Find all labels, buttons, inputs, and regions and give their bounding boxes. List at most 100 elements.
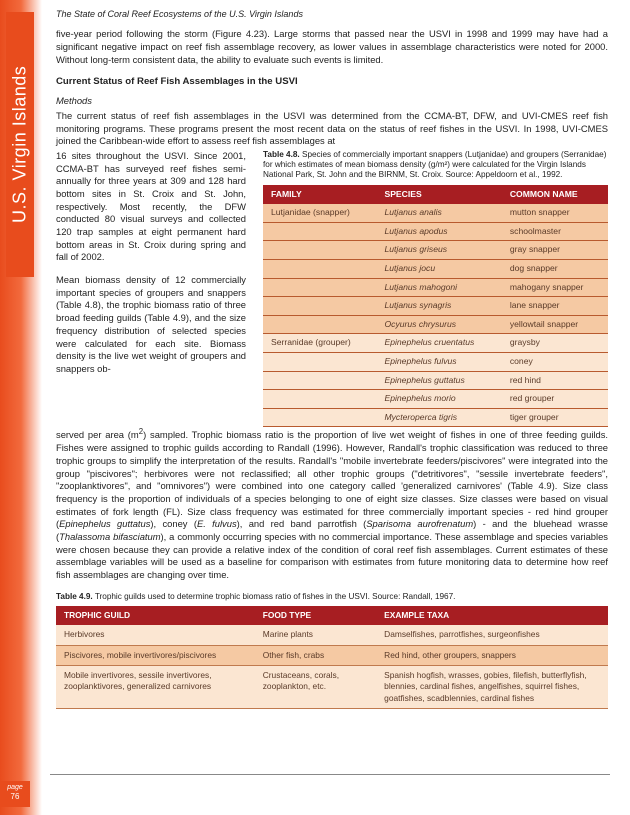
table-cell: coney: [502, 352, 608, 371]
species-2: E. fulvus: [197, 518, 237, 529]
table-48-wrap: Table 4.8. Species of commercially impor…: [263, 150, 608, 427]
table-cell: Mobile invertivores, sessile invertivore…: [56, 666, 255, 709]
table-cell: graysby: [502, 334, 608, 353]
table-cell: yellowtail snapper: [502, 315, 608, 334]
table-cell: Serranidae (grouper): [263, 334, 376, 353]
table-49-caption-bold: Table 4.9.: [56, 592, 93, 601]
table-cell: Epinephelus morio: [376, 390, 501, 409]
page-content: The State of Coral Reef Ecosystems of th…: [50, 0, 620, 709]
t48-h2: COMMON NAME: [502, 185, 608, 205]
table-48-caption-bold: Table 4.8.: [263, 150, 300, 159]
table-cell: Epinephelus cruentatus: [376, 334, 501, 353]
table-cell: Epinephelus fulvus: [376, 352, 501, 371]
table-cell: Spanish hogfish, wrasses, gobies, filefi…: [376, 666, 608, 709]
table-row: Lutjanidae (snapper)Lutjanus analismutto…: [263, 204, 608, 222]
table-row: Ocyurus chrysurusyellowtail snapper: [263, 315, 608, 334]
footer-rule: [50, 774, 610, 775]
t49-h0: TROPHIC GUILD: [56, 606, 255, 625]
page-label: page: [7, 784, 23, 791]
table-cell: Red hind, other groupers, snappers: [376, 645, 608, 665]
table-cell: Lutjanus griseus: [376, 241, 501, 260]
table-cell: Crustaceans, corals, zooplankton, etc.: [255, 666, 376, 709]
table-cell: [263, 352, 376, 371]
table-cell: [263, 241, 376, 260]
p3c: ), coney (: [150, 518, 197, 529]
table-row: Lutjanus apodusschoolmaster: [263, 222, 608, 241]
table-cell: Lutjanus analis: [376, 204, 501, 222]
table-row: Lutjanus jocudog snapper: [263, 260, 608, 279]
table-row: Mycteroperca tigristiger grouper: [263, 408, 608, 427]
methods-para-top: The current status of reef fish assembla…: [56, 110, 608, 148]
table-cell: schoolmaster: [502, 222, 608, 241]
table-cell: Damselfishes, parrotfishes, surgeonfishe…: [376, 625, 608, 645]
table-cell: dog snapper: [502, 260, 608, 279]
page-number: 76: [11, 792, 20, 801]
table-row: Serranidae (grouper)Epinephelus cruentat…: [263, 334, 608, 353]
table-cell: Lutjanus synagris: [376, 297, 501, 316]
p3b: ) sampled. Trophic biomass ratio is the …: [56, 429, 608, 529]
table-49-caption: Table 4.9. Trophic guilds used to determ…: [56, 592, 608, 602]
t48-h0: FAMILY: [263, 185, 376, 205]
table-cell: [263, 260, 376, 279]
table-cell: [263, 297, 376, 316]
side-gradient: U.S. Virgin Islands: [0, 0, 42, 815]
table-48: FAMILY SPECIES COMMON NAME Lutjanidae (s…: [263, 185, 608, 428]
methods-para-bottom: served per area (m2) sampled. Trophic bi…: [56, 427, 608, 581]
table-cell: Herbivores: [56, 625, 255, 645]
table-cell: [263, 390, 376, 409]
intro-paragraph: five-year period following the storm (Fi…: [56, 28, 608, 66]
table-cell: Ocyurus chrysurus: [376, 315, 501, 334]
table-row: Piscivores, mobile invertivores/piscivor…: [56, 645, 608, 665]
methods-subhead: Methods: [56, 95, 608, 108]
table-cell: Lutjanus mahogoni: [376, 278, 501, 297]
table-row: Epinephelus guttatusred hind: [263, 371, 608, 390]
table-49-caption-text: Trophic guilds used to determine trophic…: [93, 592, 456, 601]
table-cell: Epinephelus guttatus: [376, 371, 501, 390]
table-row: Mobile invertivores, sessile invertivore…: [56, 666, 608, 709]
table-row: Lutjanus synagrislane snapper: [263, 297, 608, 316]
species-1: Epinephelus guttatus: [59, 518, 150, 529]
table-row: Lutjanus mahogonimahogany snapper: [263, 278, 608, 297]
table-cell: mutton snapper: [502, 204, 608, 222]
table-cell: Piscivores, mobile invertivores/piscivor…: [56, 645, 255, 665]
table-cell: mahogany snapper: [502, 278, 608, 297]
table-cell: Other fish, crabs: [255, 645, 376, 665]
table-cell: [263, 315, 376, 334]
table-row: Epinephelus moriored grouper: [263, 390, 608, 409]
table-cell: Mycteroperca tigris: [376, 408, 501, 427]
table-cell: tiger grouper: [502, 408, 608, 427]
left-text-column: 16 sites throughout the USVI. Since 2001…: [56, 150, 256, 376]
table-cell: [263, 408, 376, 427]
table-cell: Lutjanidae (snapper): [263, 204, 376, 222]
table-cell: gray snapper: [502, 241, 608, 260]
table-cell: Marine plants: [255, 625, 376, 645]
table-row: Lutjanus griseusgray snapper: [263, 241, 608, 260]
side-tab-label: U.S. Virgin Islands: [6, 12, 34, 277]
t48-h1: SPECIES: [376, 185, 501, 205]
p3d: ), and red band parrotfish (: [237, 518, 367, 529]
two-column-wrap: 16 sites throughout the USVI. Since 2001…: [56, 150, 608, 427]
left-para-2: Mean biomass density of 12 commercially …: [56, 274, 246, 376]
table-cell: red hind: [502, 371, 608, 390]
table-row: HerbivoresMarine plantsDamselfishes, par…: [56, 625, 608, 645]
table-cell: [263, 371, 376, 390]
page-number-tab: page 76: [0, 781, 30, 807]
left-para-1: 16 sites throughout the USVI. Since 2001…: [56, 150, 246, 264]
running-header: The State of Coral Reef Ecosystems of th…: [56, 8, 608, 20]
table-49: TROPHIC GUILD FOOD TYPE EXAMPLE TAXA Her…: [56, 606, 608, 709]
table-48-caption-text: Species of commercially important snappe…: [263, 150, 606, 180]
p3a: served per area (m: [56, 429, 139, 440]
table-cell: Lutjanus jocu: [376, 260, 501, 279]
table-cell: lane snapper: [502, 297, 608, 316]
species-3: Sparisoma aurofrenatum: [366, 518, 473, 529]
species-4: Thalassoma bifasciatum: [59, 531, 160, 542]
table-48-caption: Table 4.8. Species of commercially impor…: [263, 150, 608, 181]
t49-h1: FOOD TYPE: [255, 606, 376, 625]
table-cell: [263, 222, 376, 241]
t49-h2: EXAMPLE TAXA: [376, 606, 608, 625]
section-heading: Current Status of Reef Fish Assemblages …: [56, 76, 608, 89]
table-cell: Lutjanus apodus: [376, 222, 501, 241]
table-row: Epinephelus fulvusconey: [263, 352, 608, 371]
table-cell: red grouper: [502, 390, 608, 409]
table-cell: [263, 278, 376, 297]
